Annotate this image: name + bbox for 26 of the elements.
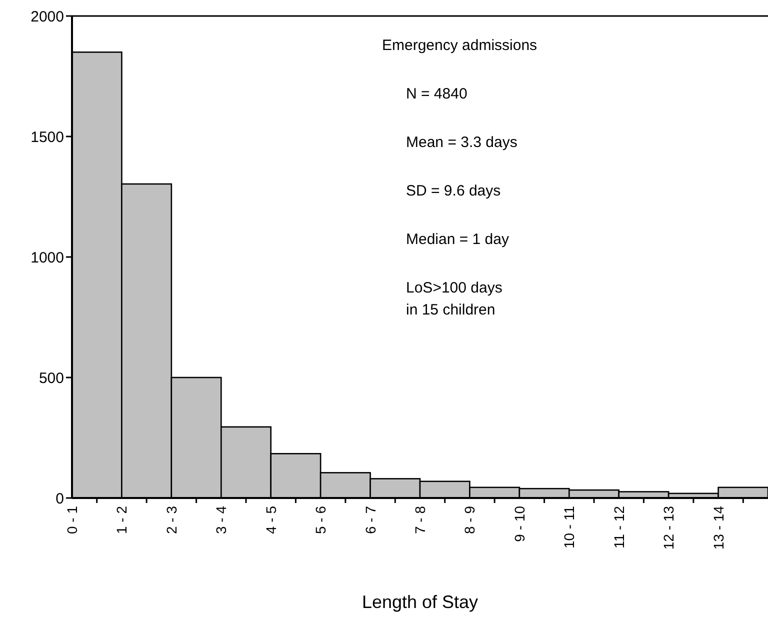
x-tick-label: 8 - 9 [462, 506, 478, 534]
annotation: LoS>100 days in 15 children [406, 280, 502, 318]
x-tick-label: 7 - 8 [412, 506, 428, 534]
x-tick-label: 4 - 5 [262, 506, 279, 534]
x-axis-title: Length of Stay [362, 592, 478, 612]
x-tick-label: 6 - 7 [362, 506, 378, 534]
annotation: Median = 1 day [406, 231, 510, 248]
y-tick-label: 0 [56, 490, 64, 508]
x-tick-label: 5 - 6 [312, 506, 329, 534]
annotation: Emergency admissions [382, 37, 538, 54]
x-tick-label: 2 - 3 [163, 506, 180, 534]
y-tick-label: 500 [38, 370, 64, 387]
y-tick-label: 1000 [30, 249, 64, 266]
x-tick-label: 3 - 4 [213, 506, 230, 534]
annotation: Mean = 3.3 days [406, 134, 518, 151]
x-tick-label: 0 - 1 [64, 506, 80, 534]
annotation: N = 4840 [406, 86, 468, 102]
x-tick-label: 10 - 11 [561, 506, 578, 549]
y-tick-label: 1500 [30, 128, 64, 146]
x-tick-label: 9 - 10 [511, 506, 528, 542]
annotation: SD = 9.6 days [406, 182, 501, 200]
y-tick-label: 2000 [30, 8, 64, 26]
x-tick-label: 13 - 14 [710, 506, 726, 550]
x-tick-label: 11 - 12 [610, 506, 627, 549]
x-tick-label: 12 - 13 [660, 506, 677, 550]
x-tick-label: 1 - 2 [114, 506, 130, 534]
